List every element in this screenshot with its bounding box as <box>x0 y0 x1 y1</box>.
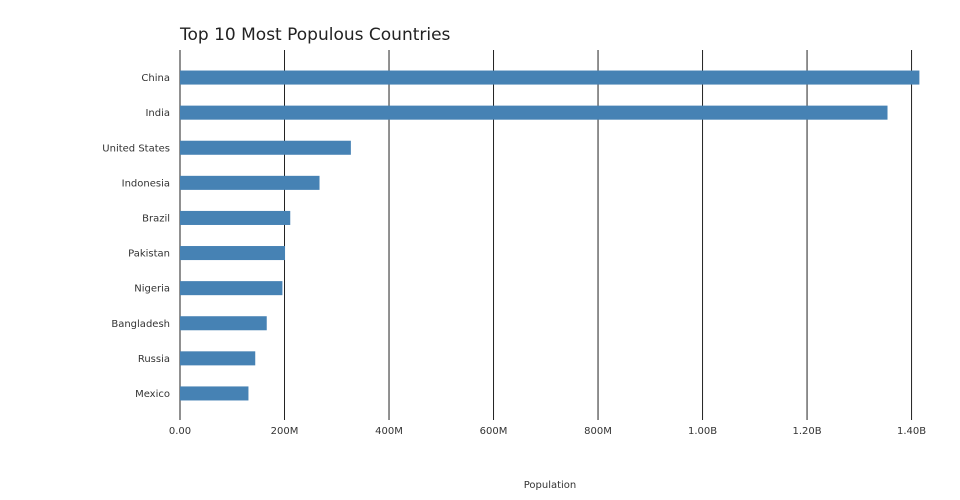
bar-united-states <box>180 140 351 155</box>
x-axis-tick-labels: 0.00 200M 400M 600M 800M 1.00B 1.20B 1.40B <box>169 426 926 437</box>
y-tick-label: Russia <box>138 354 170 365</box>
bar-russia <box>180 351 256 366</box>
x-tick-label: 1.20B <box>792 426 821 437</box>
y-tick-label: Mexico <box>135 389 170 400</box>
bar-bangladesh <box>180 316 267 331</box>
x-tick-label: 0.00 <box>169 426 191 437</box>
bar-brazil <box>180 210 291 225</box>
x-tick-label: 800M <box>584 426 612 437</box>
chart-title: Top 10 Most Populous Countries <box>179 25 451 45</box>
x-tick-label: 600M <box>480 426 508 437</box>
y-tick-label: Nigeria <box>134 284 170 295</box>
y-tick-label: China <box>141 73 170 84</box>
y-tick-label: Bangladesh <box>111 319 170 330</box>
y-tick-label: India <box>145 108 170 119</box>
x-tick-label: 200M <box>271 426 299 437</box>
y-tick-label: United States <box>102 143 170 154</box>
bar-nigeria <box>180 281 283 296</box>
bar-china <box>180 70 920 85</box>
x-tick-label: 1.00B <box>688 426 717 437</box>
bars <box>180 70 920 401</box>
x-axis-label: Population <box>524 480 577 491</box>
x-gridlines <box>179 50 913 420</box>
y-tick-label: Pakistan <box>128 249 170 260</box>
y-tick-label: Indonesia <box>122 178 170 189</box>
bar-indonesia <box>180 175 320 190</box>
bar-pakistan <box>180 246 286 261</box>
x-tick-label: 400M <box>375 426 403 437</box>
bar-mexico <box>180 386 249 401</box>
x-tick-label: 1.40B <box>897 426 926 437</box>
y-tick-label: Brazil <box>142 213 170 224</box>
bar-india <box>180 105 888 120</box>
y-axis-tick-labels: China India United States Indonesia Brazil Pa… <box>102 73 170 400</box>
